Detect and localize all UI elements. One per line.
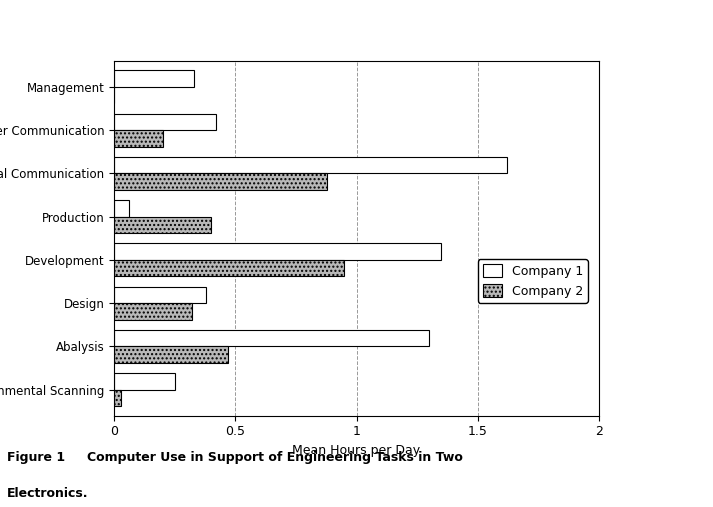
- Legend: Company 1, Company 2: Company 1, Company 2: [478, 259, 588, 303]
- Bar: [114, 200, 128, 216]
- Bar: [114, 114, 216, 130]
- Bar: [114, 303, 192, 319]
- Bar: [114, 216, 211, 233]
- Bar: [114, 373, 175, 390]
- Bar: [114, 70, 194, 87]
- Bar: [114, 130, 163, 147]
- X-axis label: Mean Hours per Day: Mean Hours per Day: [292, 444, 421, 457]
- Bar: [114, 157, 507, 173]
- Bar: [114, 330, 429, 346]
- Text: Figure 1     Computer Use in Support of Engineering Tasks in Two: Figure 1 Computer Use in Support of Engi…: [7, 451, 463, 464]
- Bar: [114, 346, 228, 363]
- Bar: [114, 260, 344, 276]
- Text: Electronics.: Electronics.: [7, 487, 88, 500]
- Bar: [114, 390, 121, 406]
- Bar: [114, 243, 441, 260]
- Bar: [114, 287, 206, 303]
- Bar: [114, 173, 327, 190]
